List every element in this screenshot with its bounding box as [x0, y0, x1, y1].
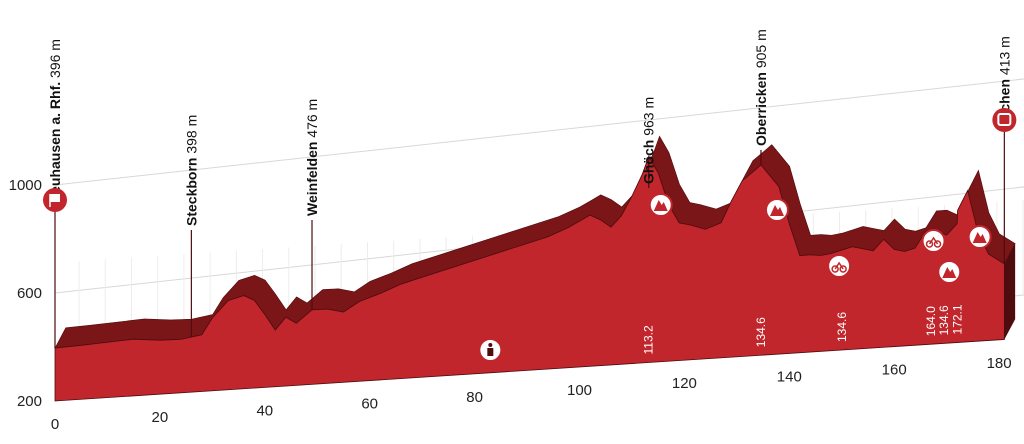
location-leader-lines	[54, 132, 1005, 349]
x-axis-ticks: 0 20 40 60 80 100 120 140 160 180	[51, 355, 1012, 433]
finish-gate	[997, 113, 1012, 126]
x-tick-label: 160	[882, 362, 907, 379]
x-tick-label: 120	[672, 375, 697, 392]
location-altitude: 905 m	[753, 29, 769, 72]
location-label-text: Weinfelden 476 m	[304, 99, 320, 216]
sprint-icon	[827, 254, 852, 278]
markers	[43, 108, 1017, 362]
sprint-icon-wheel	[831, 265, 839, 273]
feed-zone-bottle	[487, 348, 494, 356]
location-label: Weinfelden 476 m	[304, 99, 320, 216]
x-tick-label: 60	[361, 396, 378, 413]
climb-cat-3-icon-peak	[942, 267, 957, 278]
location-altitude: 963 m	[641, 97, 657, 140]
km-label-text: 134.6	[937, 305, 951, 335]
profile-front-face	[54, 155, 1005, 402]
location-name: Weinfelden	[304, 142, 320, 216]
finish-icon	[992, 108, 1017, 132]
y-tick-label: 600	[17, 285, 42, 302]
location-label: Neuhausen a. Rhf. 396 m	[47, 39, 63, 204]
feed-zone-cap	[488, 343, 493, 347]
climb-cat-3-icon	[967, 225, 992, 249]
finish-bg	[992, 108, 1017, 132]
km-label-text: 134.6	[754, 317, 768, 347]
location-name: Ghöch	[641, 140, 657, 184]
km-label: 134.6	[835, 312, 849, 342]
location-altitude: 396 m	[47, 39, 63, 82]
profile-end-cap	[1004, 243, 1016, 340]
climb-cat-3-icon	[937, 260, 962, 284]
x-tick-label: 40	[256, 402, 273, 419]
location-name: Oberricken	[753, 72, 769, 146]
y-tick-label: 1000	[9, 177, 42, 194]
y-tick-label: 200	[17, 393, 42, 410]
sprint-icon-frame	[928, 236, 939, 245]
location-labels: Neuhausen a. Rhf. 396 m Steckborn 398 m We…	[47, 29, 1012, 226]
location-label: Oberricken 905 m	[753, 29, 769, 146]
km-labels: 113.2 134.6 134.6 164.0 134.6 172.1	[642, 304, 965, 354]
location-label: Steckborn 398 m	[183, 115, 199, 226]
x-tick-label: 100	[567, 382, 592, 399]
start-flag-cloth	[50, 194, 60, 202]
location-altitude: 476 m	[304, 99, 320, 142]
elevation-profile	[54, 135, 1016, 402]
location-label-text: Steckborn 398 m	[183, 115, 199, 226]
x-tick-label: 80	[466, 389, 483, 406]
location-name: Steckborn	[183, 158, 199, 226]
location-altitude: 398 m	[183, 115, 199, 158]
location-label-text: Ghöch 963 m	[641, 97, 657, 184]
x-tick-label: 0	[51, 416, 59, 433]
start-flag-icon	[43, 188, 67, 212]
location-altitude: 413 m	[996, 36, 1012, 79]
feed-zone-icon	[478, 338, 503, 362]
climb-cat-2-icon	[764, 198, 789, 222]
climb-cat-3-icon-peak	[972, 232, 987, 243]
sprint-icon-ring	[827, 254, 852, 278]
km-label-text: 113.2	[642, 325, 656, 354]
x-tick-label: 180	[987, 355, 1012, 372]
km-label: 134.6	[937, 305, 951, 335]
climb-cat-1-icon-peak	[653, 200, 668, 211]
sprint-icon-wheel	[839, 265, 847, 273]
km-label-text: 172.1	[951, 304, 965, 334]
km-label-text: 134.6	[835, 312, 849, 342]
y-axis-ticks: 200 600 1000	[9, 177, 42, 410]
sprint-icon	[921, 229, 946, 253]
location-label-text: Oberricken 905 m	[753, 29, 769, 146]
sprint-icon-ring	[921, 229, 946, 253]
x-tick-label: 20	[152, 409, 169, 426]
sprint-icon-wheel	[925, 240, 934, 248]
grid-line-h	[54, 78, 1024, 186]
location-label: Ghöch 963 m	[641, 97, 657, 184]
location-name: Neuhausen a. Rhf.	[47, 82, 63, 204]
km-label: 134.6	[754, 317, 768, 347]
location-label-text: Neuhausen a. Rhf. 396 m	[47, 39, 63, 204]
climb-cat-1-icon	[648, 193, 673, 217]
km-label-text: 164.0	[924, 306, 938, 336]
x-tick-label: 140	[777, 368, 802, 385]
sprint-icon-frame	[834, 261, 844, 270]
km-label: 164.0	[924, 306, 938, 336]
km-label: 113.2	[642, 325, 656, 354]
climb-cat-2-icon-peak	[769, 205, 784, 216]
km-label: 172.1	[951, 304, 965, 334]
sprint-icon-wheel	[933, 240, 942, 248]
